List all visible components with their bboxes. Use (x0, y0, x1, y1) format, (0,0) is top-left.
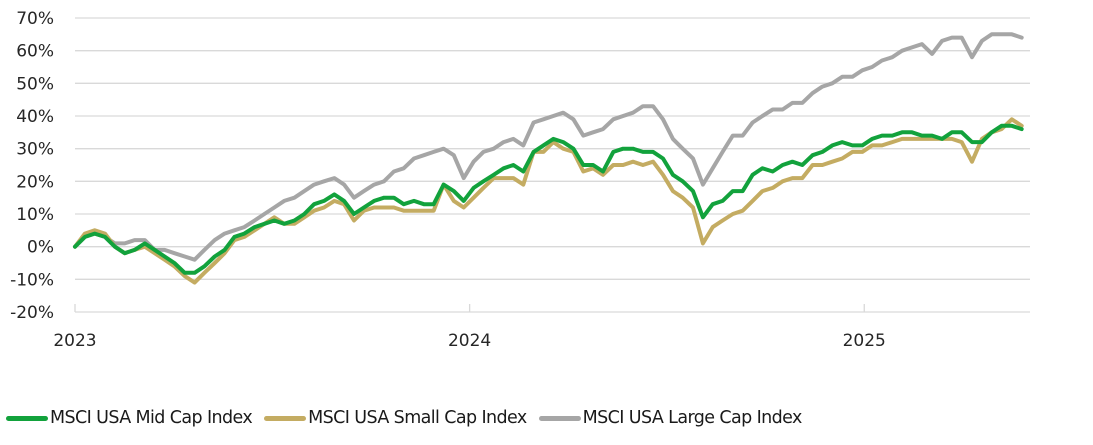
series-lines (73, 32, 1024, 285)
y-tick-label: 50% (16, 74, 54, 94)
legend-label: MSCI USA Mid Cap Index (50, 408, 253, 428)
gridlines (75, 17, 1030, 313)
legend-item-large-cap: MSCI USA Large Cap Index (538, 408, 803, 428)
legend-item-mid-cap: MSCI USA Mid Cap Index (6, 408, 253, 428)
legend-label: MSCI USA Large Cap Index (582, 408, 803, 428)
y-tick-label: 60% (16, 42, 54, 62)
y-tick-label: 40% (16, 107, 54, 127)
y-tick-label: -10% (10, 270, 54, 290)
y-axis-ticks: 70% 60% 50% 40% 30% 20% 10% 0% -10% -20% (10, 9, 54, 323)
y-tick-label: -20% (10, 303, 54, 323)
x-axis-ticks: 2023 2024 2025 (53, 304, 886, 351)
y-tick-label: 20% (16, 172, 54, 192)
x-tick-label: 2025 (843, 331, 886, 351)
legend-item-small-cap: MSCI USA Small Cap Index (264, 408, 527, 428)
x-tick-label: 2023 (53, 331, 96, 351)
series-line-msci-usa-large-cap-index (73, 32, 1024, 262)
legend-swatch-mid-cap (6, 415, 48, 421)
legend-swatch-small-cap (264, 415, 307, 421)
y-tick-label: 10% (16, 205, 54, 225)
legend-swatch-large-cap (538, 415, 581, 421)
x-tick-label: 2024 (448, 331, 491, 351)
y-tick-label: 30% (16, 140, 54, 160)
y-tick-label: 70% (16, 9, 54, 29)
legend: MSCI USA Mid Cap Index MSCI USA Small Ca… (0, 402, 1093, 434)
line-chart: 70% 60% 50% 40% 30% 20% 10% 0% -10% -20% 2023 2024… (10, 9, 1030, 351)
y-tick-label: 0% (27, 238, 54, 258)
legend-label: MSCI USA Small Cap Index (308, 408, 527, 428)
series-line-msci-usa-mid-cap-index (73, 123, 1024, 275)
